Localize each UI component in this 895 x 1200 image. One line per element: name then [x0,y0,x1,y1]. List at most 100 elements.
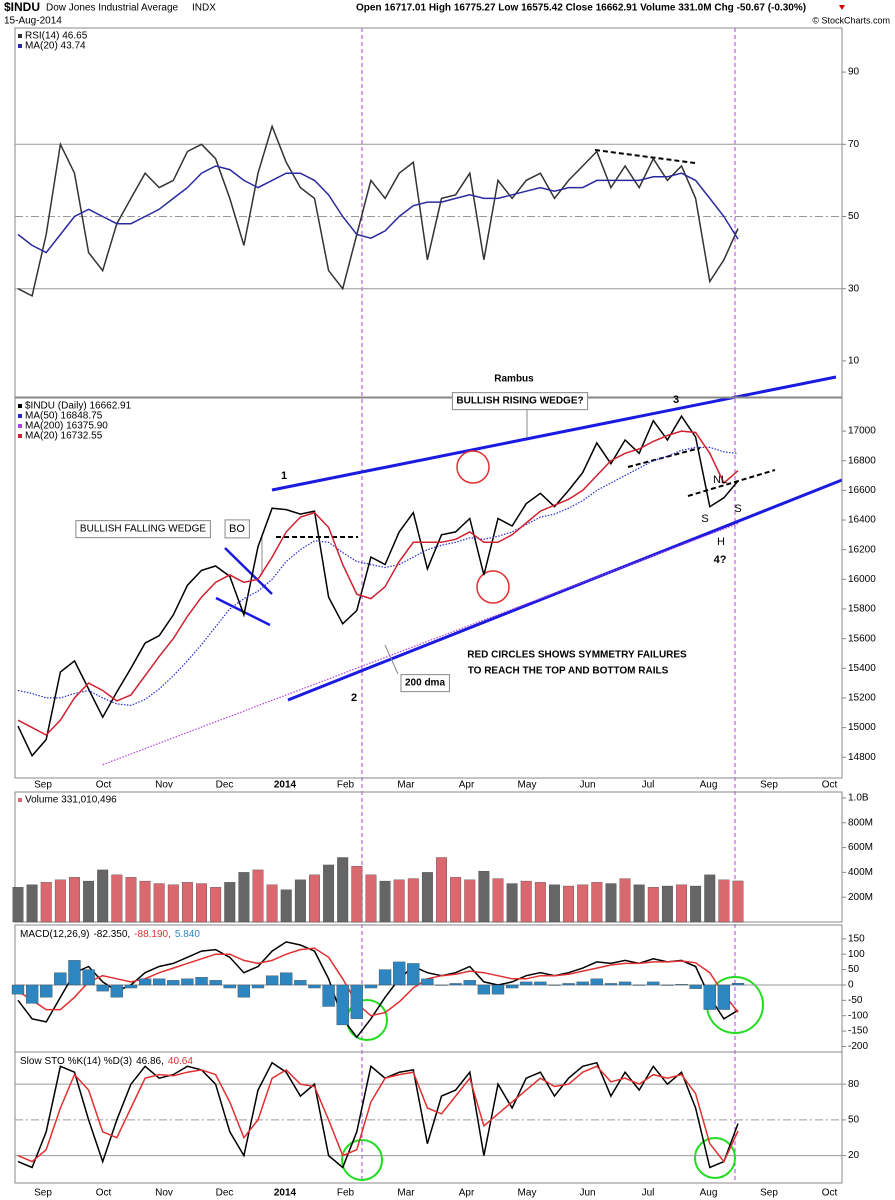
y-tick-label: 600M [848,842,873,853]
bar [209,980,222,986]
y-tick-label: 15800 [848,604,876,615]
series-line [17,1061,739,1169]
bar [605,883,617,923]
quote: Open 16717.01 High 16775.27 Low 16575.42… [356,3,806,14]
bar [520,981,533,986]
bar [294,980,307,986]
bar [238,872,250,923]
y-tick-label: -150 [848,1026,868,1037]
bar [153,978,166,986]
bar [633,984,646,986]
bar [549,884,560,923]
x-tick-label: 2014 [274,1188,297,1199]
bar [280,972,293,986]
bar [68,960,81,986]
legend-entry: -88.190, [134,929,171,940]
credit: © StockCharts.com [812,15,890,25]
x-tick-label: Oct [96,1188,112,1199]
bar [704,874,716,923]
annotation: BO [229,523,245,535]
bar [350,984,363,1019]
x-tick-label: May [518,1188,537,1199]
bar [40,882,52,923]
annotation: 200 dma [405,678,445,689]
y-tick-label: 50 [848,211,860,222]
bar [534,981,547,986]
y-tick-label: 150 [848,933,865,944]
bar [548,984,561,986]
callout [384,644,399,675]
annotation: 4? [714,554,727,566]
annotation: TO REACH THE TOP AND BOTTOM RAILS [468,666,669,677]
y-tick-label: 15000 [848,722,876,733]
y-tick-label: 16200 [848,544,876,555]
bar [520,880,532,923]
bar [690,885,702,923]
annotation: S [734,503,741,515]
bar [689,984,702,989]
legend-title: Slow STO %K(14) %D(3) [20,1056,132,1067]
x-tick-label: Jun [579,1188,595,1199]
y-tick-label: 16400 [848,515,876,526]
annotation: S [701,513,708,525]
legend-swatch [18,404,22,408]
bar [449,983,462,986]
x-tick-label: Aug [700,1188,718,1199]
bar [139,880,151,923]
bar [237,984,251,998]
bar [661,885,673,923]
annotation: 2 [351,692,357,704]
panel-frame [14,397,843,779]
y-tick-label: 30 [848,283,860,294]
bar [492,878,504,923]
legend-entry: MA(200) 16375.90 [25,421,108,432]
annotation-box [451,392,589,411]
x-tick-label: Dec [216,780,234,791]
bar [25,984,39,1004]
x-tick-label: 2014 [274,780,297,791]
bar [223,984,236,989]
bar [463,980,476,986]
bar [181,978,194,986]
bar [491,984,505,995]
legend-entry: Volume 331,010,496 [25,795,117,806]
y-tick-label: 200M [848,892,873,903]
x-tick-label: Oct [822,780,838,791]
bar [577,884,589,923]
x-tick-label: Sep [34,1188,52,1199]
bar [336,984,349,1026]
legend-entry: 5.840 [175,929,200,940]
bar [96,984,109,992]
x-tick-label: Jul [642,1188,655,1199]
dashed-line [627,447,701,468]
x-tick-label: Sep [34,780,52,791]
bar [54,879,66,923]
x-tick-label: Jul [642,780,655,791]
index-name: Dow Jones Industrial Average [46,3,179,14]
bar [576,981,589,986]
bar [280,889,292,923]
bar [124,984,138,989]
annotation: Rambus [494,374,534,385]
y-tick-label: 15200 [848,693,876,704]
annotation-box [75,520,211,539]
bar [265,975,279,986]
legend-swatch [18,44,22,48]
annotation-box [400,674,450,693]
legend: MACD(12,26,9) -82.350, -88.190, 5.840 [20,929,200,940]
down-arrow [839,5,845,10]
bar [590,978,603,986]
x-tick-label: Feb [337,780,355,791]
neckline [687,469,776,497]
y-tick-label: 16000 [848,574,876,585]
x-tick-label: Mar [397,1188,415,1199]
x-tick-label: Oct [822,1188,838,1199]
bar [618,981,632,986]
y-tick-label: 16800 [848,455,876,466]
green-circle [694,1137,736,1179]
bar [40,984,53,998]
bar [591,882,603,923]
bar [505,984,519,989]
bar [562,983,575,986]
